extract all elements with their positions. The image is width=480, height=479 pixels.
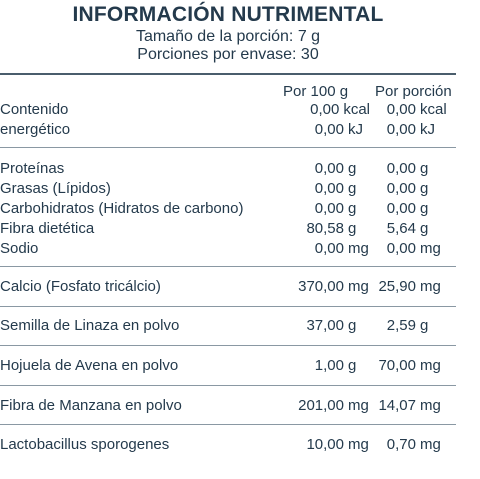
nutrient-label: Fibra dietética (0, 220, 95, 237)
value-per-serving: 14,07 (378, 397, 416, 414)
value-per-serving: 25,90 (378, 278, 416, 295)
nutrient-label: Grasas (Lípidos) (0, 180, 111, 197)
unit-per-100g: g (348, 160, 357, 177)
panel-title: INFORMACIÓN NUTRIMENTAL (72, 3, 384, 26)
unit-per-serving: g (420, 317, 429, 334)
unit-per-100g: mg (348, 397, 369, 414)
row-divider (0, 424, 456, 425)
section-divider (0, 266, 456, 267)
energy-kj-unit: kJ (348, 121, 363, 138)
unit-per-100g: mg (348, 240, 369, 257)
value-per-100g: 1,00 (314, 357, 344, 374)
servings-per-container: Porciones por envase: 30 (137, 46, 319, 63)
energy-kcal-unit: kcal (343, 101, 370, 118)
nutrient-row: Lactobacillus sporogenes 10,00 mg 0,70 mg (0, 435, 456, 455)
nutrient-row: Sodio 0,00 mg 0,00 mg (0, 239, 456, 259)
energy-kcal-row: Contenido 0,00 kcal 0,00 kcal (0, 100, 456, 120)
unit-per-serving: mg (420, 436, 441, 453)
value-per-100g: 10,00 (306, 436, 344, 453)
value-per-serving: 70,00 (378, 357, 416, 374)
nutrient-label: Fibra de Manzana en polvo (0, 397, 182, 414)
unit-per-serving: mg (420, 397, 441, 414)
value-per-100g: 370,00 (298, 278, 344, 295)
header-divider (0, 73, 456, 75)
energy-label-line2: energético (0, 121, 71, 138)
value-per-serving: 0,00 (386, 180, 416, 197)
value-per-100g: 37,00 (306, 317, 344, 334)
value-per-serving: 0,00 (386, 200, 416, 217)
unit-per-100g: g (348, 220, 357, 237)
value-per-serving: 0,70 (386, 436, 416, 453)
energy-kcal-per-serving: 0,00 (386, 101, 416, 118)
unit-per-serving: mg (420, 278, 441, 295)
nutrient-row: Proteínas 0,00 g 0,00 g (0, 159, 456, 179)
nutrient-row: Fibra de Manzana en polvo 201,00 mg 14,07 mg (0, 396, 456, 416)
unit-per-100g: mg (348, 278, 369, 295)
nutrient-label: Lactobacillus sporogenes (0, 436, 170, 453)
row-divider (0, 345, 456, 346)
energy-kj-row: energético 0,00 kJ 0,00 kJ (0, 120, 456, 140)
unit-per-serving: g (420, 200, 429, 217)
value-per-100g: 0,00 (314, 200, 344, 217)
section-divider (0, 147, 456, 148)
value-per-serving: 5,64 (386, 220, 416, 237)
value-per-100g: 0,00 (314, 180, 344, 197)
value-per-serving: 0,00 (386, 240, 416, 257)
nutrient-label: Proteínas (0, 160, 65, 177)
energy-kcal-per-100g: 0,00 (310, 101, 340, 118)
value-per-100g: 0,00 (314, 160, 344, 177)
nutrient-row: Semilla de Linaza en polvo 37,00 g 2,59 g (0, 316, 456, 336)
nutrient-row: Grasas (Lípidos) 0,00 g 0,00 g (0, 179, 456, 199)
column-header-per-100g: Por 100 g (283, 83, 349, 100)
nutrient-row: Calcio (Fosfato tricálcio) 370,00 mg 25,90 m… (0, 277, 456, 297)
unit-per-100g: mg (348, 436, 369, 453)
row-divider (0, 306, 456, 307)
energy-label-line1: Contenido (0, 101, 69, 118)
serving-size: Tamaño de la porción: 7 g (135, 28, 321, 45)
unit-per-serving: g (420, 160, 429, 177)
value-per-serving: 0,00 (386, 160, 416, 177)
unit-per-serving: g (420, 220, 429, 237)
nutrient-label: Hojuela de Avena en polvo (0, 357, 179, 374)
unit-per-100g: g (348, 317, 357, 334)
unit-per-100g: g (348, 180, 357, 197)
nutrient-label: Carbohidratos (Hidratos de carbono) (0, 200, 244, 217)
nutrient-label: Calcio (Fosfato tricálcio) (0, 278, 161, 295)
unit-per-100g: g (348, 357, 357, 374)
unit-per-serving: mg (420, 357, 441, 374)
unit-per-serving: mg (420, 240, 441, 257)
nutrient-row: Hojuela de Avena en polvo 1,00 g 70,00 mg (0, 356, 456, 376)
nutrient-row: Fibra dietética 80,58 g 5,64 g (0, 219, 456, 239)
nutrient-label: Semilla de Linaza en polvo (0, 317, 180, 334)
nutrient-label: Sodio (0, 240, 39, 257)
energy-kj-per-serving: 0,00 (386, 121, 416, 138)
row-divider (0, 385, 456, 386)
energy-kj-unit: kJ (420, 121, 435, 138)
unit-per-serving: g (420, 180, 429, 197)
energy-kj-per-100g: 0,00 (314, 121, 344, 138)
unit-per-100g: g (348, 200, 357, 217)
value-per-100g: 0,00 (314, 240, 344, 257)
column-header-per-serving: Por porción (375, 83, 452, 100)
value-per-100g: 201,00 (298, 397, 344, 414)
value-per-100g: 80,58 (306, 220, 344, 237)
nutrient-row: Carbohidratos (Hidratos de carbono) 0,00 g… (0, 199, 456, 219)
value-per-serving: 2,59 (386, 317, 416, 334)
energy-kcal-unit: kcal (420, 101, 447, 118)
